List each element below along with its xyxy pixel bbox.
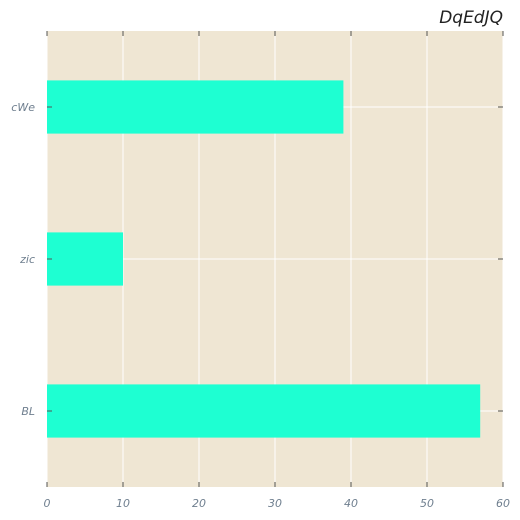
x-tick-label: 30 <box>268 497 282 510</box>
x-tick-label: 0 <box>44 497 51 510</box>
bar <box>47 232 123 286</box>
bar <box>47 80 344 134</box>
x-tick-label: 50 <box>420 497 434 510</box>
y-tick-label: BL <box>21 405 35 418</box>
chart-title: DqEdJQ <box>439 8 503 28</box>
axis-ticks: 0 10 20 30 40 50 60 cWe zic BL <box>11 31 510 510</box>
bar <box>47 384 481 438</box>
x-tick-label: 60 <box>496 497 510 510</box>
x-tick-label: 40 <box>344 497 358 510</box>
x-tick-label: 20 <box>192 497 206 510</box>
x-tick-label: 10 <box>116 497 130 510</box>
y-tick-label: zic <box>19 253 35 266</box>
bars <box>47 80 481 438</box>
y-tick-label: cWe <box>11 101 35 114</box>
